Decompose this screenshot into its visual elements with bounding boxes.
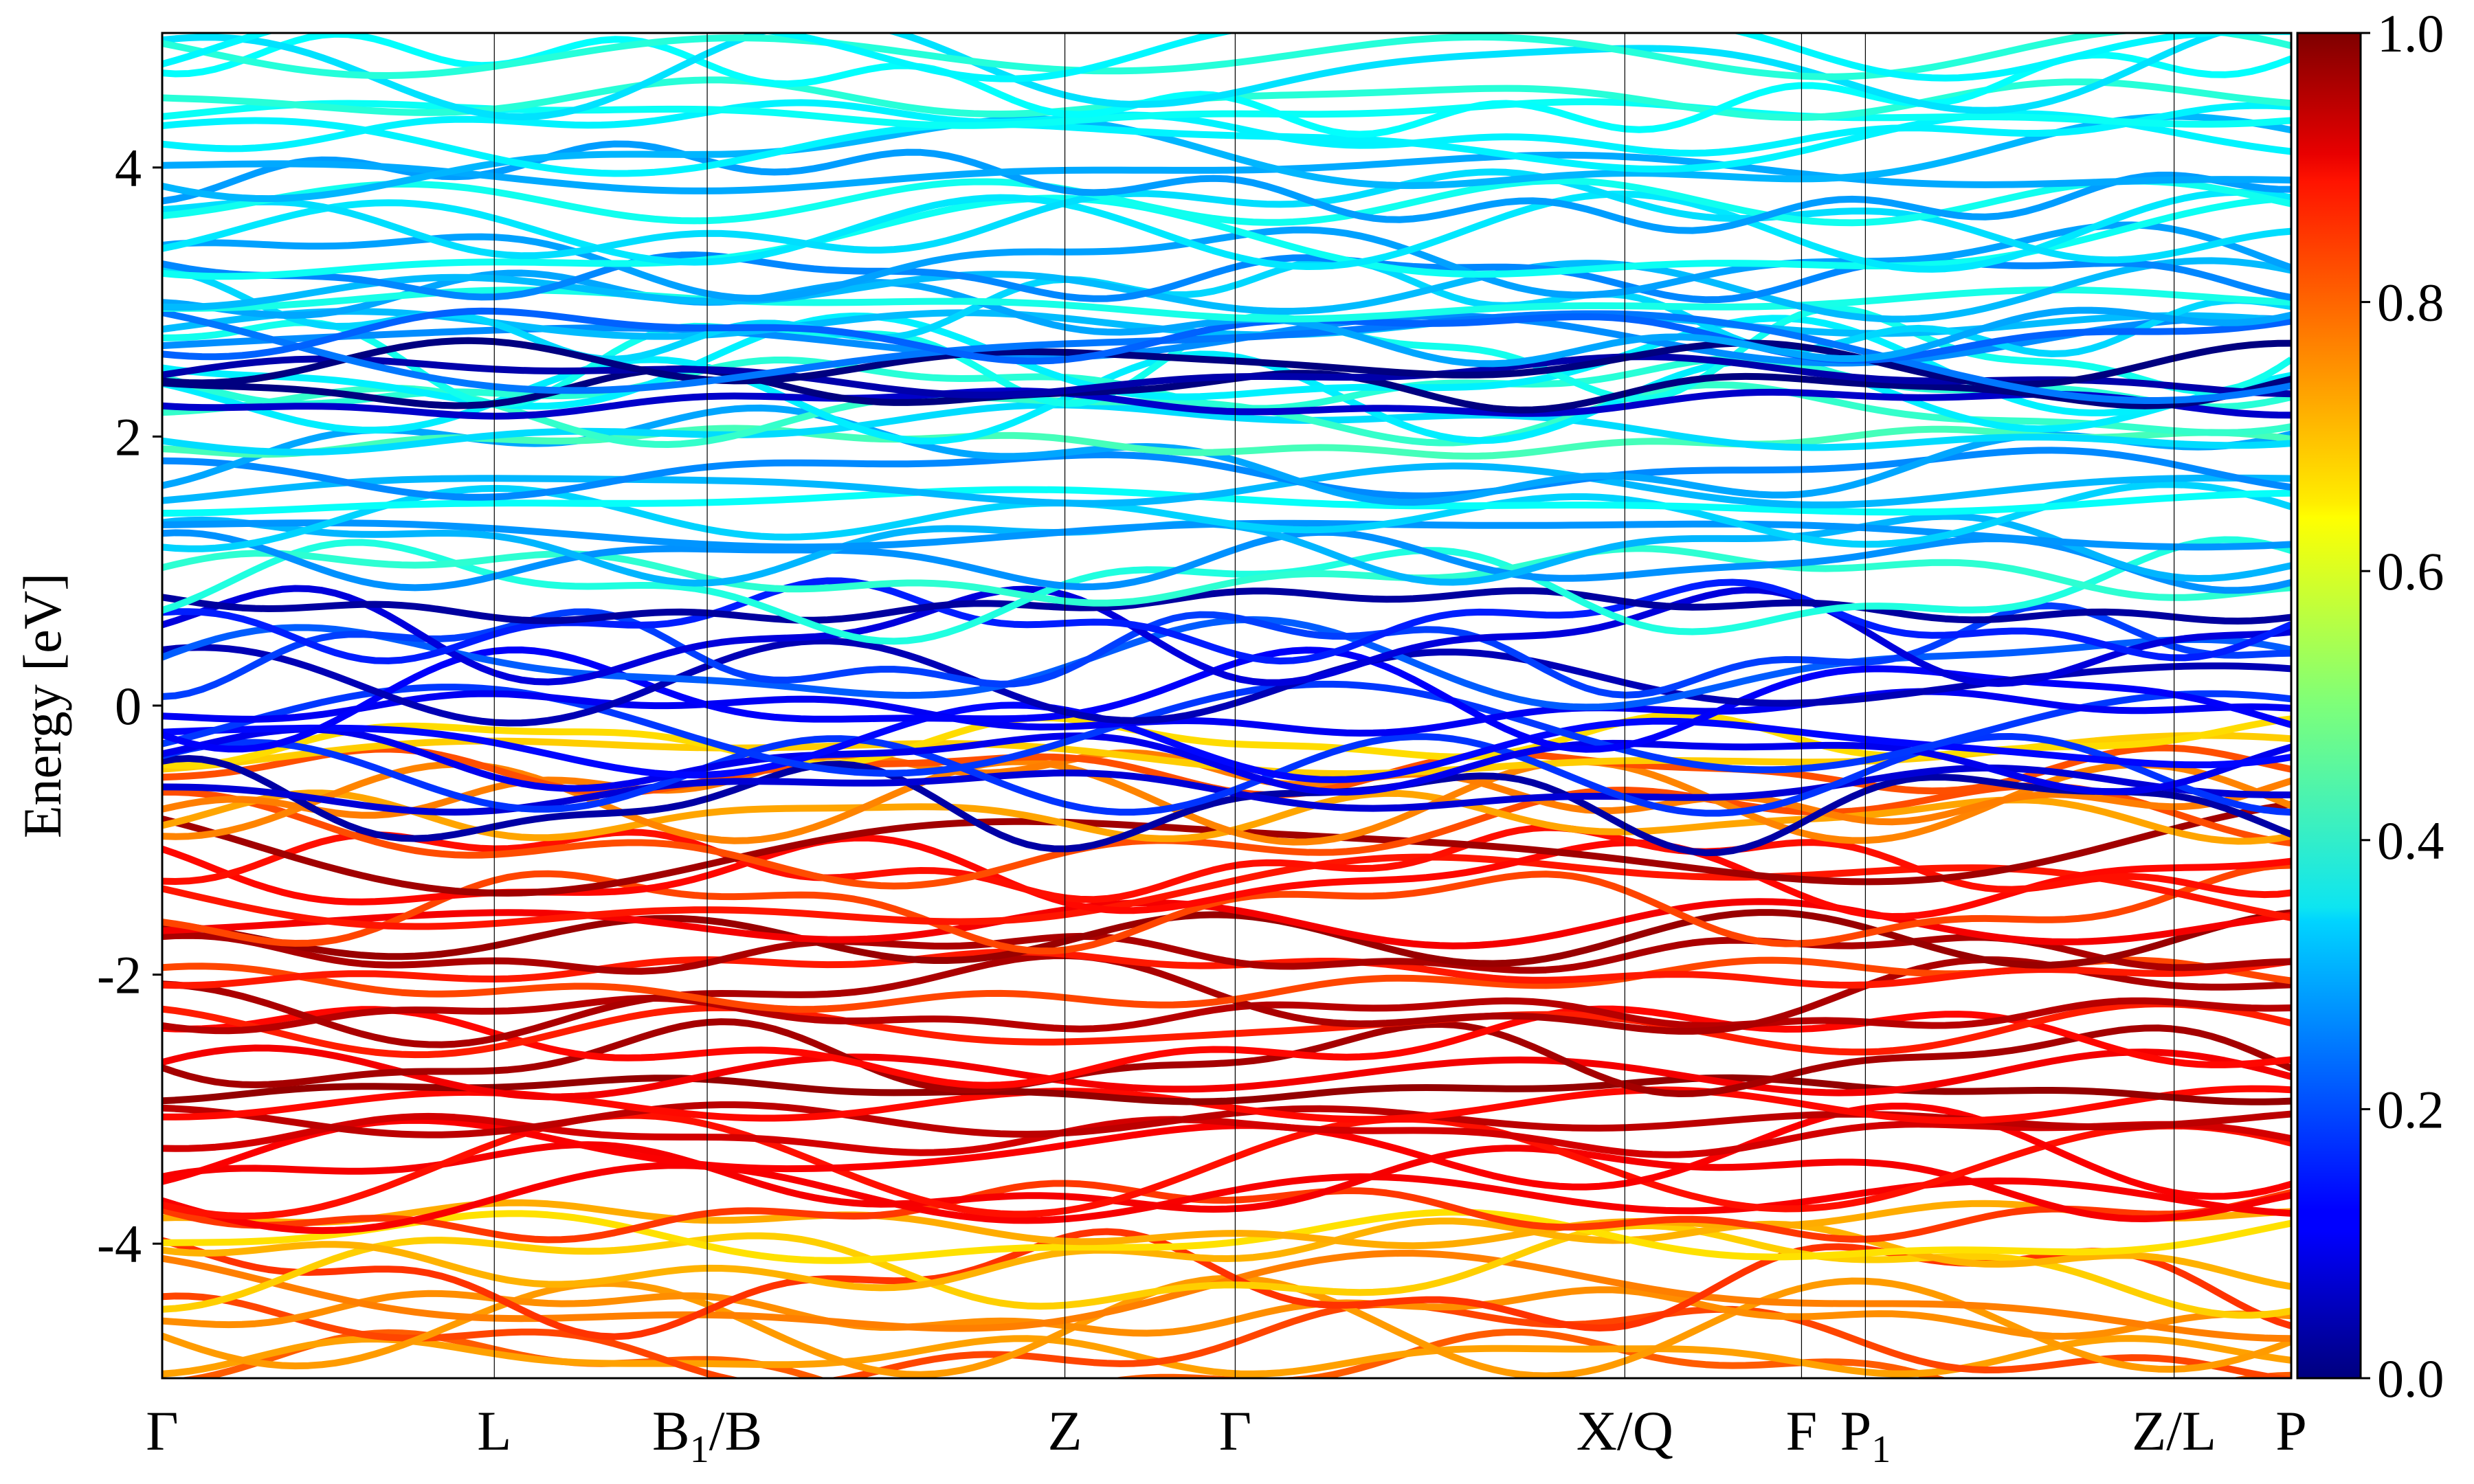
band-curve xyxy=(162,1335,2291,1378)
band-curve xyxy=(162,486,2291,517)
x-tick-label: L xyxy=(477,1399,511,1462)
colorbar-tick-label: 0.4 xyxy=(2377,811,2444,870)
x-tick-label: X/Q xyxy=(1576,1399,1673,1462)
band-curve xyxy=(162,1180,2291,1244)
band-curve xyxy=(162,194,2291,280)
band-curve xyxy=(162,1286,2291,1340)
band-curve xyxy=(162,307,2291,365)
band-curve xyxy=(162,257,2291,323)
band-curve xyxy=(162,585,2291,687)
band-curve xyxy=(162,726,2291,796)
band-curve xyxy=(162,309,2291,404)
band-curve xyxy=(162,956,2291,1013)
y-tick-label: 4 xyxy=(115,138,142,198)
band-curve xyxy=(162,637,2291,727)
colorbar-tick-label: 0.0 xyxy=(2377,1349,2444,1408)
colorbar-ticks: 0.0 0.2 0.4 0.6 0.8 1.0 xyxy=(2361,3,2444,1408)
band-curve xyxy=(162,286,2291,323)
x-tick-label: Γ xyxy=(146,1399,178,1462)
band-curve xyxy=(162,110,2291,177)
x-tick-label: Z xyxy=(1048,1399,1082,1462)
band-curve xyxy=(162,151,2291,194)
band-curve xyxy=(162,948,2291,989)
colorbar-tick-label: 0.2 xyxy=(2377,1079,2444,1139)
band-curve xyxy=(162,188,2291,273)
y-axis-label: Energy [eV] xyxy=(12,573,72,838)
band-curve xyxy=(162,602,2291,700)
band-curve xyxy=(162,353,2291,398)
colorbar-tick-label: 0.6 xyxy=(2377,541,2444,601)
band-curve xyxy=(162,909,2291,969)
band-curve xyxy=(162,932,2291,975)
x-tick-label: Z/L xyxy=(2132,1399,2216,1462)
band-curve xyxy=(162,168,2291,264)
x-tick-label: B1/B xyxy=(652,1399,762,1471)
band-curve xyxy=(162,898,2291,949)
colorbar-tick-label: 0.8 xyxy=(2377,273,2444,333)
high-symmetry-lines xyxy=(493,33,2175,1378)
y-tick-label: -4 xyxy=(97,1214,142,1274)
band-curve xyxy=(162,1000,2291,1059)
band-curve xyxy=(162,1018,2291,1097)
band-curve xyxy=(162,587,2291,625)
band-curve xyxy=(162,425,2291,460)
band-curve xyxy=(162,99,2291,157)
band-curve xyxy=(162,755,2291,857)
x-tick-suffix: /B xyxy=(709,1399,762,1462)
band-curve xyxy=(162,401,2291,456)
band-curve xyxy=(162,528,2291,594)
band-curve xyxy=(162,1250,2291,1342)
band-curve xyxy=(162,337,2291,388)
band-curve xyxy=(162,782,2291,890)
band-curve xyxy=(162,33,2291,80)
x-tick-label: P1 xyxy=(1840,1399,1891,1471)
x-tick-subscript: 1 xyxy=(690,1428,709,1471)
colorbar: 0.0 0.2 0.4 0.6 0.8 1.0 xyxy=(2296,3,2444,1408)
x-axis: Γ L B1/B Z Γ X/Q F P1 Z/L P xyxy=(146,1399,2307,1471)
y-tick-label: 2 xyxy=(115,407,142,466)
band-curve xyxy=(162,1199,2291,1250)
band-curve xyxy=(162,140,2291,234)
band-curve xyxy=(162,1208,2291,1264)
band-curve xyxy=(162,481,2291,552)
band-curve xyxy=(162,33,2230,121)
plot-area xyxy=(161,32,2293,1380)
band-curve xyxy=(162,1292,2291,1378)
colorbar-tick-label: 1.0 xyxy=(2377,3,2444,63)
band-curve xyxy=(162,256,2291,363)
band-curve xyxy=(162,1044,2291,1101)
band-curve xyxy=(162,387,2291,420)
x-tick-label: F xyxy=(1786,1399,1818,1462)
band-lines xyxy=(162,33,2291,1378)
y-tick-label: -2 xyxy=(97,945,142,1005)
band-curve xyxy=(162,1112,2291,1158)
band-curve xyxy=(162,616,2291,711)
band-curve xyxy=(162,462,2291,508)
band-curve xyxy=(162,545,2291,607)
x-tick-label: P xyxy=(2275,1399,2307,1462)
band-curve xyxy=(162,1217,2291,1292)
band-curve xyxy=(162,994,2291,1035)
x-tick-label: Γ xyxy=(1219,1399,1251,1462)
band-curve xyxy=(162,1074,2291,1105)
colorbar-gradient xyxy=(2296,32,2362,1380)
band-curve xyxy=(162,33,2291,82)
band-curve xyxy=(162,758,2291,846)
band-curve xyxy=(162,536,2291,645)
band-curve xyxy=(162,221,2291,302)
y-tick-label: 0 xyxy=(115,676,142,736)
band-curve xyxy=(162,853,2291,930)
band-curve xyxy=(162,577,2291,665)
x-tick-subscript: 1 xyxy=(1871,1428,1891,1471)
band-curve xyxy=(162,1141,2291,1222)
band-curve xyxy=(162,1112,2291,1219)
y-axis: 4 2 0 -2 -4 xyxy=(97,138,162,1274)
